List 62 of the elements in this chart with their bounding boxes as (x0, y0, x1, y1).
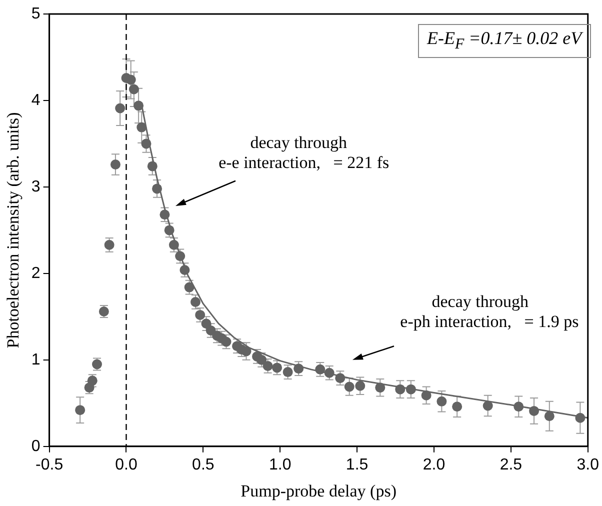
point (421, 390, 432, 400)
point (136, 122, 147, 132)
annotation: E-E$_{F}$ =0.17± 0.02 eV (418, 24, 591, 58)
point (436, 396, 447, 406)
point (168, 240, 179, 250)
x-tick-label: 2.5 (500, 456, 522, 474)
point (256, 354, 267, 365)
y-tick-label: 2 (31, 264, 40, 282)
point (575, 412, 586, 423)
y-tick-label: 4 (31, 92, 40, 109)
point (160, 210, 170, 220)
point (201, 318, 212, 329)
point (324, 368, 334, 378)
point (262, 360, 273, 371)
x-tick-label: -0.5 (36, 456, 64, 474)
point (482, 400, 493, 411)
annotation: decay through e-e interaction, = 221 fs (218, 133, 390, 174)
point (147, 161, 158, 172)
point (335, 373, 346, 384)
point (164, 225, 174, 236)
point (294, 364, 304, 374)
point (184, 282, 194, 292)
x-tick-label: 1.5 (346, 456, 368, 474)
y-tick-label: 0 (31, 438, 40, 455)
y-tick-label: 5 (31, 5, 40, 22)
point (272, 362, 282, 373)
x-tick-label: 0.5 (192, 456, 214, 474)
point (104, 240, 114, 250)
point (355, 380, 366, 391)
y-tick-label: 3 (31, 178, 40, 196)
x-axis-title: Pump-probe delay (ps) (240, 481, 396, 500)
point (452, 402, 462, 412)
point (134, 100, 144, 111)
point (152, 184, 162, 194)
point (344, 382, 354, 392)
x-tick-label: 0.0 (115, 456, 138, 474)
point (75, 405, 86, 416)
point (195, 310, 206, 320)
point (406, 384, 416, 394)
point (529, 406, 540, 416)
point (315, 364, 326, 374)
annotation: decay through e-ph interaction, = 1.9 ps (400, 292, 579, 332)
point (126, 74, 136, 85)
x-tick-label: 1.0 (268, 456, 292, 474)
point (544, 411, 554, 422)
point (175, 251, 186, 262)
y-axis-title: Photoelectron intensity (arb. units) (4, 112, 23, 348)
y-tick-label: 1 (31, 351, 40, 368)
point (282, 367, 293, 378)
point (514, 402, 524, 412)
point (221, 336, 232, 347)
x-tick-label: 3.0 (576, 456, 600, 474)
point (115, 103, 126, 114)
point (128, 84, 139, 94)
x-tick-label: 2.0 (422, 456, 446, 474)
point (180, 264, 190, 275)
point (190, 296, 200, 307)
point (241, 346, 252, 356)
point (375, 382, 386, 393)
point (110, 159, 120, 170)
point (395, 384, 406, 394)
point (141, 138, 152, 149)
